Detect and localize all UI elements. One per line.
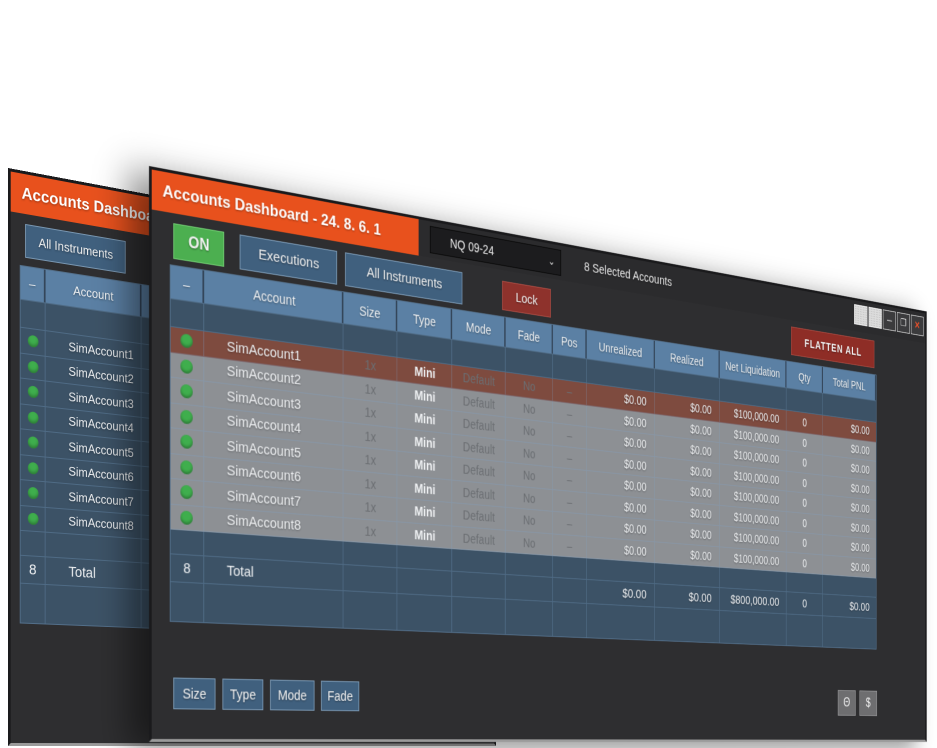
dollar-button[interactable]: $ [859,690,878,717]
total-unrealized: $0.00 [586,579,655,607]
size-button[interactable]: Size [173,677,216,710]
total-qty: 0 [786,592,824,616]
instrument-select[interactable]: NQ 09-24 ⌄ [429,225,562,277]
total-net-liquidation: $800,000.00 [719,588,787,614]
status-dot [180,484,194,500]
cell-qty: 0 [786,511,824,535]
cell-pos: – [552,467,587,492]
cell-pos: – [552,378,587,405]
cell-size: 1x [343,517,398,545]
chevron-down-icon: ⌄ [548,254,555,268]
status-dot [27,360,39,374]
status-dot [27,410,39,424]
close-button[interactable]: ✕ [910,314,924,337]
status-dot [27,486,39,500]
cell-qty: 0 [786,491,824,515]
window-button-2[interactable] [868,306,882,329]
status-dot [180,510,194,525]
window-button-1[interactable] [854,304,868,327]
cell-mode: Default [452,526,506,552]
cell-pos: – [552,489,587,514]
cell-pos: – [552,423,587,449]
header-dash[interactable]: – [20,265,46,303]
total-count: 8 [170,554,205,583]
status-dot [27,385,39,399]
cell-pos: – [552,400,587,427]
accounts-dashboard-window: Accounts Dashboard - 24. 8. 6. 1 NQ 09-2… [149,166,927,742]
instrument-value: NQ 09-24 [449,235,495,259]
cell-type: Mini [397,498,453,526]
status-dot [27,436,39,450]
cell-size: 1x [343,469,398,498]
on-toggle-button[interactable]: ON [173,223,225,267]
total-total-pnl: $0.00 [849,599,870,615]
status-dot [27,334,39,349]
cell-mode: Default [452,503,506,530]
cell-fade: No [505,530,553,556]
restore-button[interactable]: ❐ [896,311,910,334]
cell-qty: 0 [786,552,824,575]
status-dot [180,383,194,400]
lock-button[interactable]: Lock [502,280,551,318]
header-pos[interactable]: Pos [552,324,587,359]
window-controls: ─ ❐ ✕ [854,304,924,337]
fade-button[interactable]: Fade [320,680,360,712]
status-dot [180,358,194,375]
status-dot [180,459,194,475]
status-dot [180,434,194,450]
total-label: Total [45,557,142,590]
total-realized: $0.00 [654,584,720,611]
cell-fade: No [505,507,553,534]
cell-total-pnl: $0.00 [850,560,870,575]
header-dash[interactable]: – [170,265,205,304]
status-dot [27,512,39,525]
cell-size: 1x [343,493,398,521]
cell-pos: – [552,533,587,558]
cell-pos: – [552,511,587,536]
status-dot [180,333,194,349]
minimize-button[interactable]: ─ [882,309,896,332]
cell-type: Mini [397,521,453,549]
header-qty[interactable]: Qty [786,361,824,393]
type-button[interactable]: Type [222,678,264,711]
cell-fade: No [505,485,553,511]
cell-qty: 0 [786,531,824,555]
accounts-table: – Account Size Type Mode Fade Pos Unreal… [169,264,877,650]
cell-qty: 0 [786,471,824,495]
total-count: 8 [20,555,46,585]
cell-pos: – [552,445,587,471]
selected-accounts-label: 8 Selected Accounts [584,259,672,290]
theta-button[interactable]: Θ [837,689,856,716]
status-dot [27,461,39,475]
status-dot [180,409,194,425]
flatten-all-button[interactable]: FLATTEN ALL [791,326,875,369]
cell-fade: No [505,462,553,489]
mode-button[interactable]: Mode [270,679,315,711]
all-instruments-button[interactable]: All Instruments [25,223,126,274]
